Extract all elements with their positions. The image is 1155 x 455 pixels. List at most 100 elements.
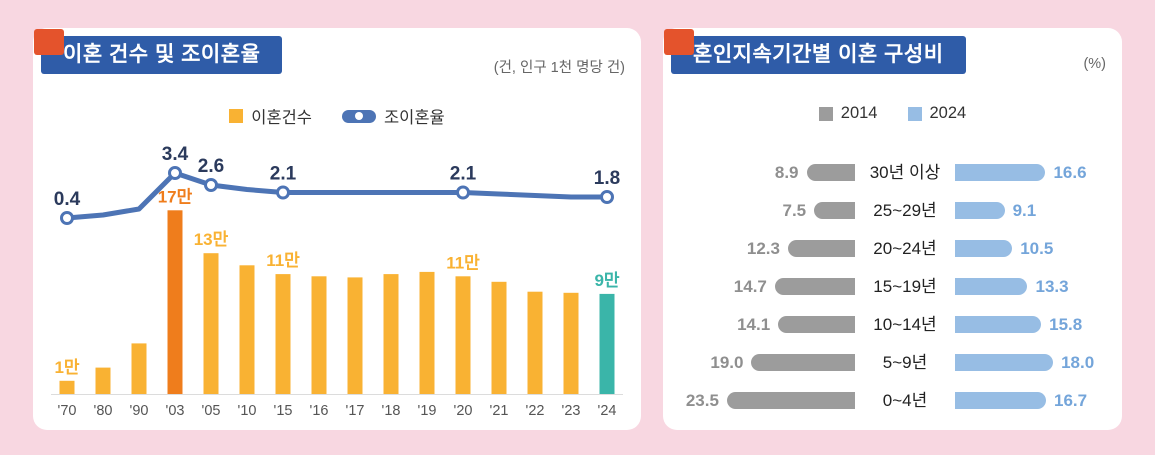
value-2024: 9.1 — [1012, 201, 1037, 220]
legend-item-divorce-count: 이혼건수 — [229, 104, 312, 128]
divorce-count-bar — [275, 274, 291, 394]
bar-value-label: 1만 — [54, 358, 79, 377]
legend-item-divorce-rate: 조이혼율 — [342, 104, 445, 128]
divorce-count-bar — [527, 291, 543, 394]
value-2024: 15.8 — [1049, 315, 1083, 334]
bar-2014 — [806, 164, 855, 181]
divorce-count-bar — [599, 293, 615, 394]
x-axis-label: '05 — [202, 403, 221, 419]
x-axis-label: '90 — [130, 403, 149, 419]
swatch-2014-icon — [818, 106, 833, 121]
rate-value-label: 2.6 — [198, 156, 224, 177]
divorce-count-bar — [203, 253, 219, 394]
line-marker-dot-icon — [355, 112, 363, 120]
tornado-row: 7.5 25~29년 9.1 — [677, 192, 1108, 230]
bar-value-label: 11만 — [266, 251, 300, 270]
right-legend: 2014 2024 — [663, 104, 1122, 123]
value-2014: 12.3 — [746, 239, 780, 258]
left-legend: 이혼건수 조이혼율 — [33, 104, 641, 128]
value-2024: 16.7 — [1054, 391, 1088, 410]
left-panel-title-ribbon: 이혼 건수 및 조이혼율 — [33, 29, 283, 74]
value-2024: 16.6 — [1053, 163, 1087, 182]
rate-marker — [600, 190, 614, 204]
divorce-count-bar — [563, 292, 579, 394]
category-label: 5~9년 — [882, 353, 928, 372]
x-axis-label: '15 — [274, 403, 293, 419]
value-2014: 7.5 — [782, 201, 807, 220]
legend-label-2024: 2024 — [929, 104, 967, 122]
bar-2014 — [726, 392, 855, 409]
bar-2014 — [774, 278, 855, 295]
tornado-row: 8.9 30년 이상 16.6 — [677, 154, 1108, 192]
divorce-count-bar — [455, 276, 471, 394]
category-label: 30년 이상 — [869, 163, 941, 182]
category-label: 10~14년 — [873, 315, 937, 334]
x-axis-label: '22 — [526, 403, 545, 419]
value-2024: 13.3 — [1035, 277, 1069, 296]
rate-value-label: 0.4 — [54, 189, 81, 210]
divorce-count-bar — [59, 380, 75, 394]
tornado-row: 14.1 10~14년 15.8 — [677, 306, 1108, 344]
legend-label-2014: 2014 — [840, 104, 878, 122]
x-axis-label: '23 — [562, 403, 581, 419]
right-panel-title-ribbon: 혼인지속기간별 이혼 구성비 — [664, 29, 966, 74]
value-2014: 19.0 — [710, 353, 744, 372]
bar-2014 — [787, 240, 855, 257]
bar-value-label: 9만 — [594, 271, 619, 290]
value-2024: 10.5 — [1020, 239, 1054, 258]
bar-2014 — [778, 316, 855, 333]
bar-2024 — [955, 316, 1042, 333]
rate-value-label: 1.8 — [594, 168, 620, 189]
x-axis-label: '21 — [490, 403, 509, 419]
bar-2024 — [955, 202, 1005, 219]
legend-label-divorce-count: 이혼건수 — [251, 109, 312, 127]
bar-value-label: 13만 — [194, 230, 229, 249]
rate-marker — [204, 178, 218, 192]
x-axis-label: '16 — [310, 403, 329, 419]
bar-2024 — [955, 392, 1046, 409]
x-axis-label: '80 — [94, 403, 113, 419]
divorce-count-bar — [95, 367, 111, 394]
swatch-2024-icon — [907, 106, 922, 121]
category-label: 25~29년 — [873, 201, 937, 220]
x-axis-label: '24 — [598, 403, 617, 419]
value-2014: 14.1 — [737, 315, 771, 334]
duration-composition-panel: 혼인지속기간별 이혼 구성비 (%) 2014 2024 8.9 30년 이상 16… — [663, 28, 1122, 430]
x-axis-label: '03 — [166, 403, 185, 419]
right-unit-note: (%) — [1083, 56, 1106, 72]
value-2014: 14.7 — [733, 277, 767, 296]
x-axis-label: '19 — [418, 403, 437, 419]
divorce-count-bar — [311, 276, 327, 394]
tornado-row: 14.7 15~19년 13.3 — [677, 268, 1108, 306]
tornado-row: 23.5 0~4년 16.7 — [677, 382, 1108, 420]
divorce-count-bar — [239, 265, 255, 394]
category-label: 20~24년 — [873, 239, 937, 258]
combo-chart: 1만 17만 13만 11만 11만 9만 0.4 3.4 2.6 2.1 2.1 1.8 '70 '80… — [51, 144, 623, 419]
x-axis-label: '18 — [382, 403, 401, 419]
bar-2014 — [814, 202, 855, 219]
value-2014: 23.5 — [685, 391, 719, 410]
rate-value-label: 2.1 — [450, 164, 477, 185]
bar-swatch-icon — [229, 109, 244, 123]
rate-marker — [60, 211, 74, 225]
divorce-trend-panel: 이혼 건수 및 조이혼율 (건, 인구 1천 명당 건) 이혼건수 조이혼율 1… — [33, 28, 641, 430]
legend-item-2014: 2014 — [818, 104, 878, 123]
rate-marker — [276, 185, 290, 200]
line-marker-icon — [342, 109, 376, 123]
legend-label-divorce-rate: 조이혼율 — [384, 109, 445, 127]
divorce-count-bar — [347, 277, 363, 394]
rate-value-label: 2.1 — [270, 164, 297, 185]
rate-line — [64, 170, 610, 221]
tornado-row: 19.0 5~9년 18.0 — [677, 344, 1108, 382]
bar-2024 — [955, 164, 1046, 181]
divorce-count-bar — [167, 210, 183, 394]
category-label: 0~4년 — [882, 391, 928, 410]
category-label: 15~19년 — [873, 277, 937, 296]
divorce-count-bar — [419, 271, 435, 394]
rate-value-label: 3.4 — [162, 144, 189, 165]
x-axis-label: '20 — [454, 403, 473, 419]
divorce-count-bar — [383, 274, 399, 394]
legend-item-2024: 2024 — [907, 104, 967, 123]
divorce-count-bar — [491, 281, 507, 394]
rate-marker — [456, 185, 470, 200]
